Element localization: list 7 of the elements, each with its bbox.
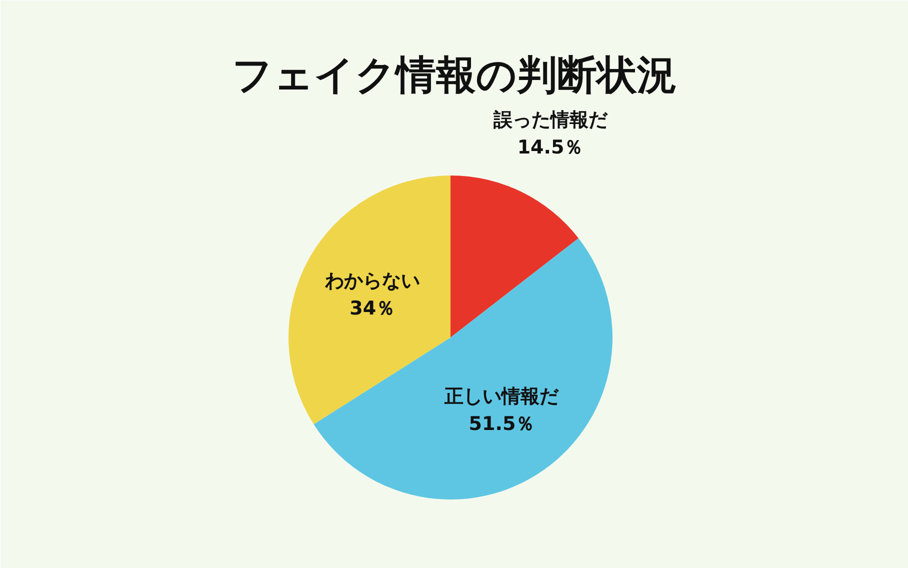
data-label: 14.5％	[517, 136, 584, 159]
data-label: 34％	[350, 297, 396, 320]
slice-label: わからない	[324, 270, 420, 292]
data-label: 51.5％	[468, 413, 535, 436]
chart-title: フェイク情報の判断状況	[232, 52, 677, 98]
slice-label: 誤った情報だ	[492, 109, 608, 132]
slice-label: 正しい情報だ	[444, 386, 560, 408]
